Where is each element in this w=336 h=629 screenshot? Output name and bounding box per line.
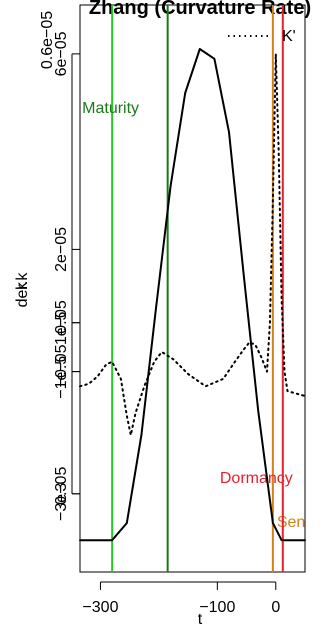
x-tick-label: −100 [199,599,235,616]
plot-area-box [79,4,306,573]
x-tick-label: 0 [271,599,280,616]
vline-label-dormancy: Dormancy [220,470,293,487]
y-tick-label-der-k: 0.5 [53,311,70,333]
series-line-k-prime [79,52,306,437]
y-tick-label-der-k: −0.5 [53,356,70,388]
y-tick-label-k: 2e−05 [53,227,70,272]
x-tick-label: −300 [82,599,118,616]
y-tick-label-der-k: 0.3 [53,483,70,505]
series-line-k [79,48,306,542]
chart-title: Zhang (Curvature Rate) [89,0,311,19]
y-axis-label-k: k [14,281,31,290]
vertical-markers: Maturity Sen Dormancy [82,5,305,572]
y-tick-label-k: −1e−05 [53,344,70,398]
vline-label-maturity: Maturity [82,100,139,117]
right-axis-label: 0.6e−05 [39,11,56,69]
legend-entry-label: K' [282,28,296,45]
x-axis-label: t [198,611,203,628]
y-tick-label-k: 1e−05 [53,300,70,345]
series-layer [79,48,306,542]
vline-label-sen: Sen [277,514,305,531]
y-axis: 0.5 −0.5 0.3 6e−05 2e−05 1e−05−1e−05 −3e−05 [53,31,80,521]
legend: K' [228,28,296,45]
y-tick-label-k: −3e−05 [53,467,70,521]
x-axis: −300 −100 0 [82,581,280,616]
y-axis-label-der-k: der.k [14,272,31,308]
y-tick-label-k: 6e−05 [53,31,70,76]
